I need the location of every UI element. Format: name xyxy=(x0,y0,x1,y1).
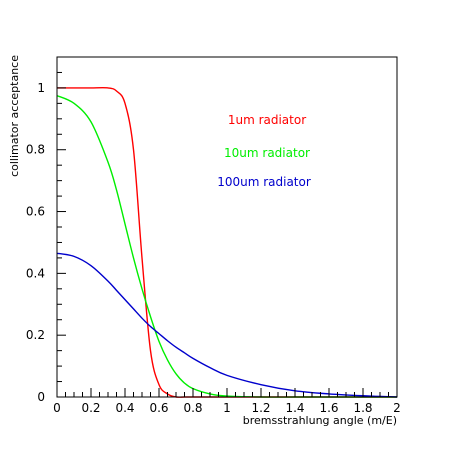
y-tick-label: 0.4 xyxy=(26,266,45,280)
y-tick-label: 0.6 xyxy=(26,205,45,219)
x-tick-label: 2 xyxy=(393,401,401,415)
x-tick-label: 0.4 xyxy=(115,401,134,415)
axes xyxy=(56,56,398,398)
legend: 1um radiator 10um radiator 100um radiator xyxy=(217,113,311,189)
tick-labels: 0 0.2 0.4 0.6 0.8 1 1.2 1.4 1.6 1.8 2 0 0.2 0.4 0.6 0.8… xyxy=(26,81,401,415)
y-tick-label: 0.8 xyxy=(26,143,45,157)
x-tick-label: 1.4 xyxy=(285,401,304,415)
x-tick-label: 0.6 xyxy=(149,401,168,415)
legend-entry-3: 100um radiator xyxy=(217,175,311,189)
x-tick-label: 1.2 xyxy=(251,401,270,415)
y-axis-label: collimator acceptance xyxy=(8,55,21,177)
series-line-3 xyxy=(56,252,398,398)
x-tick-label: 1 xyxy=(223,401,231,415)
legend-entry-1: 1um radiator xyxy=(228,113,306,127)
y-tick-label: 0 xyxy=(37,390,45,404)
y-tick-label: 1 xyxy=(37,81,45,95)
x-tick-label: 0.2 xyxy=(81,401,100,415)
x-tick-label: 0.8 xyxy=(183,401,202,415)
x-axis-label: bremsstrahlung angle (m/E) xyxy=(243,414,397,427)
x-tick-label: 0 xyxy=(53,401,61,415)
legend-entry-2: 10um radiator xyxy=(224,146,310,160)
x-tick-label: 1.8 xyxy=(353,401,372,415)
x-tick-label: 1.6 xyxy=(319,401,338,415)
y-tick-label: 0.2 xyxy=(26,328,45,342)
